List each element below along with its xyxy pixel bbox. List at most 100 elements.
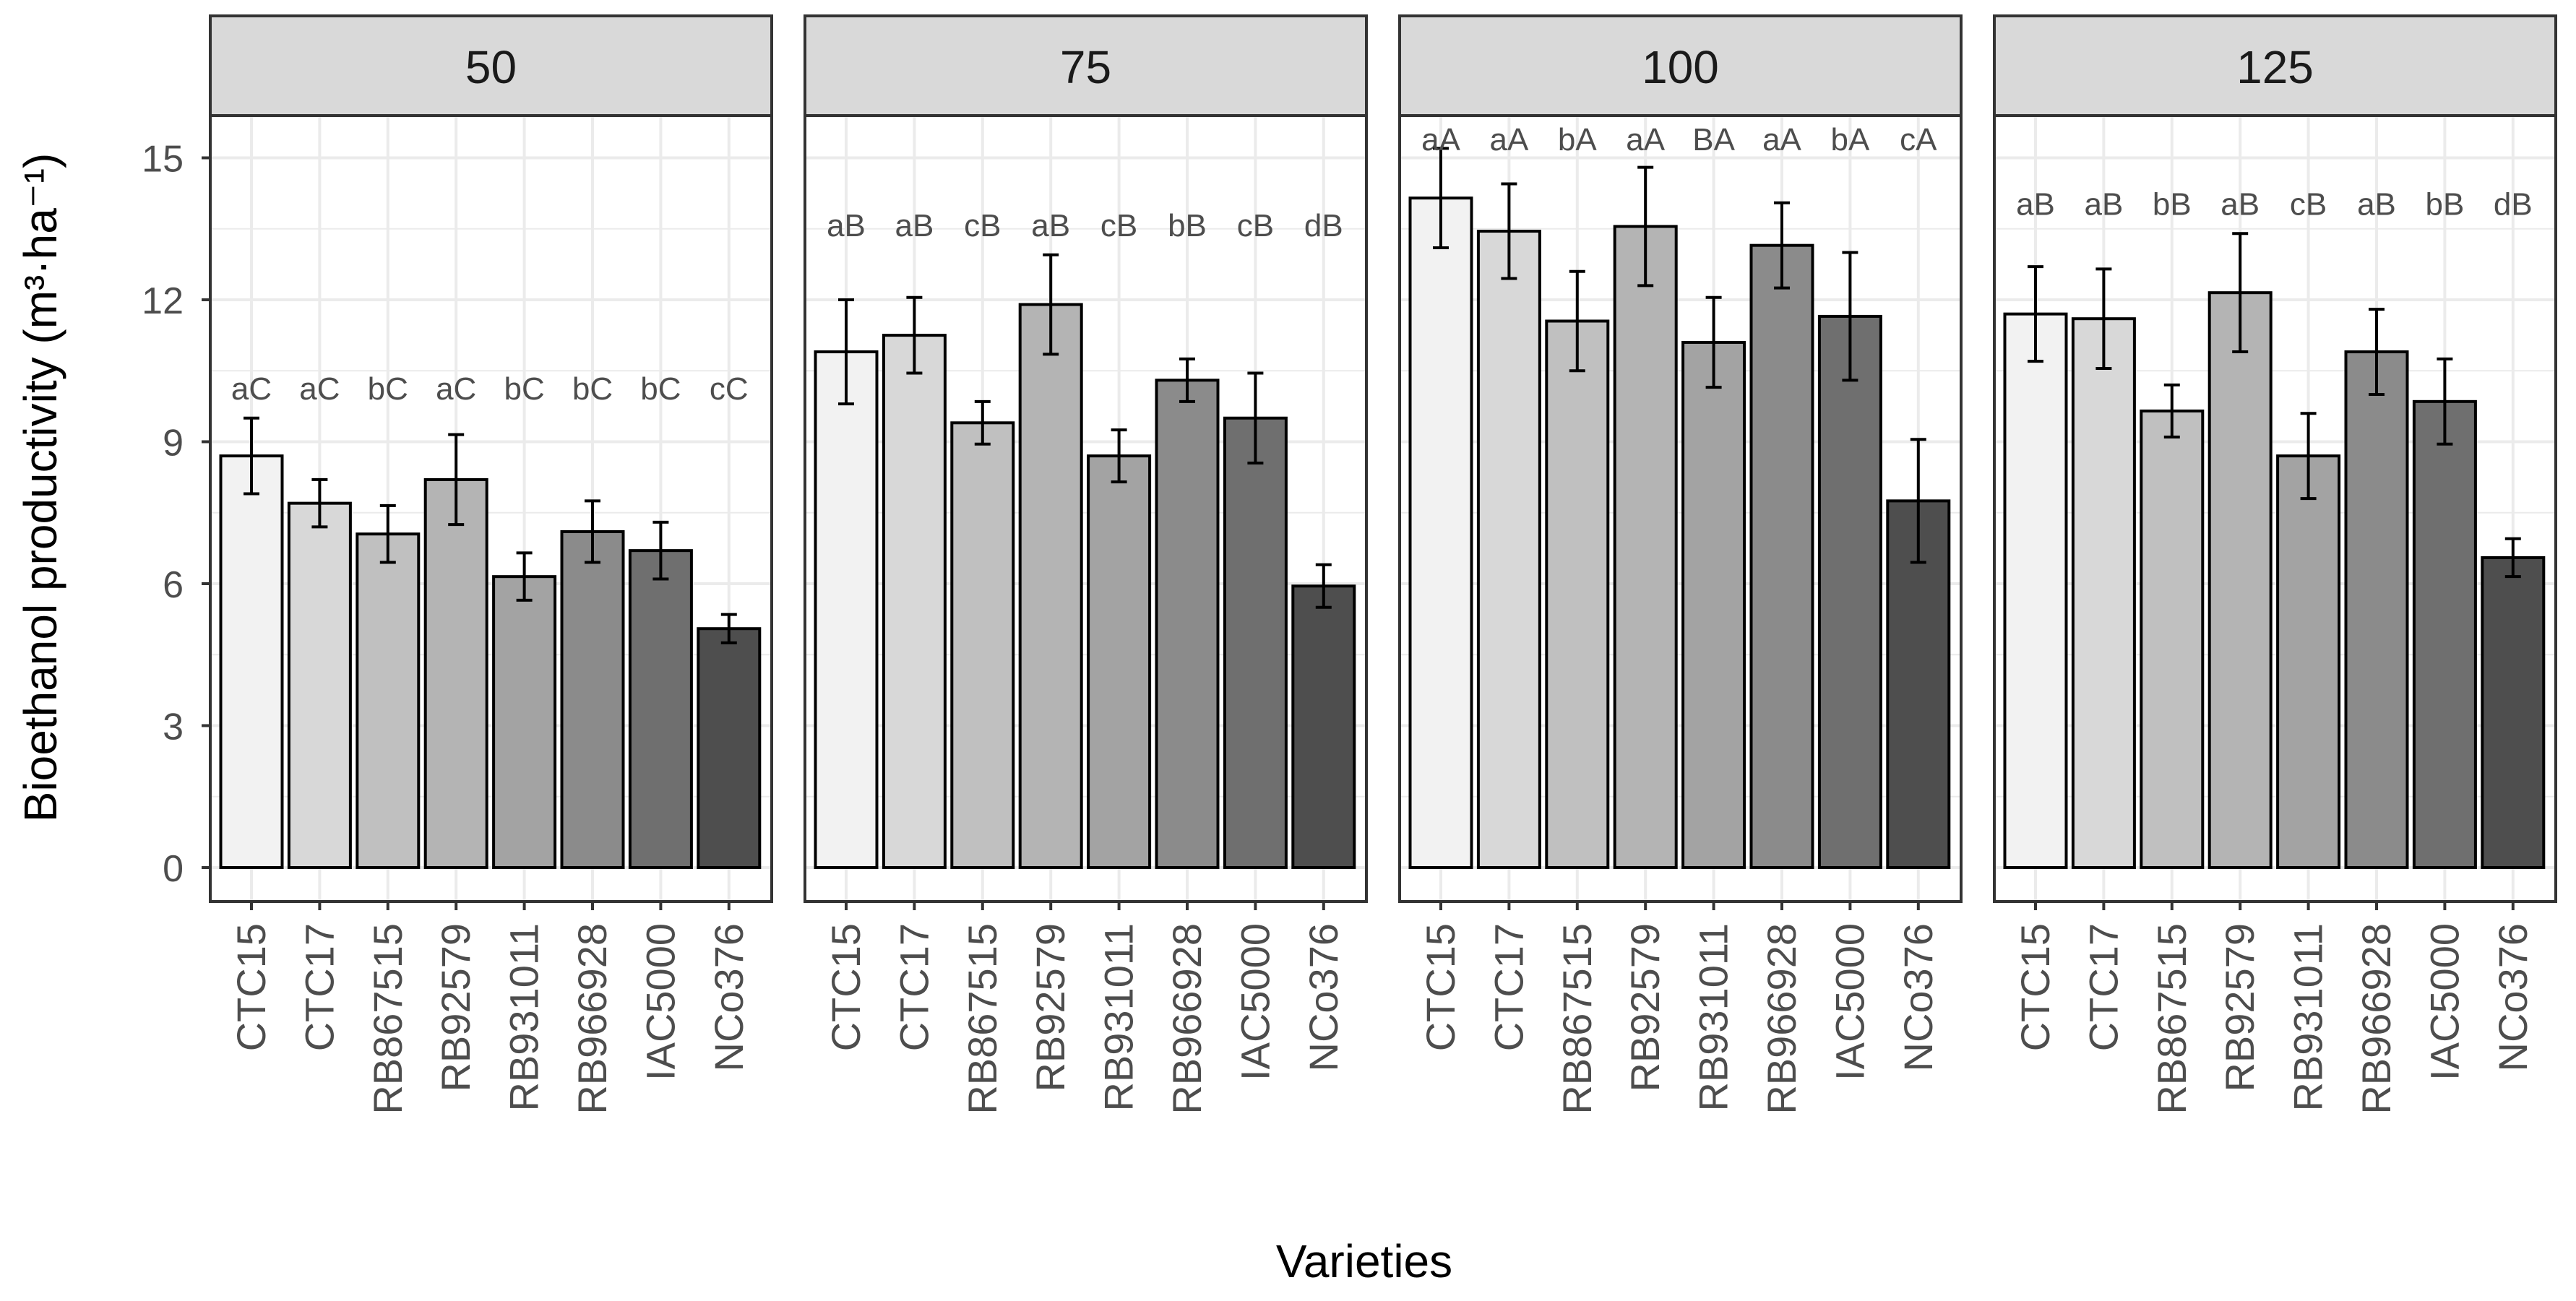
bar-nco376 (2481, 556, 2546, 869)
x-tick-label: RB966928 (1164, 923, 1210, 1115)
bar-rb867515 (2140, 409, 2205, 869)
significance-label: aA (1489, 122, 1528, 157)
significance-label: cB (964, 208, 1001, 243)
significance-label: aB (895, 208, 934, 243)
significance-label: cA (1900, 122, 1937, 157)
x-tick-label: NCo376 (1895, 923, 1941, 1071)
bar-ctc15 (219, 454, 284, 869)
significance-label: bC (572, 371, 613, 407)
facet-panel: aA CTC15 aA CTC17 bA RB867515 aA RB92579 BA RB931… (1398, 14, 1963, 1115)
significance-label: cB (2290, 186, 2327, 222)
significance-label: aA (1421, 122, 1460, 157)
facet-strip (1398, 14, 1963, 117)
significance-label: bC (504, 371, 544, 407)
significance-label: aC (299, 371, 340, 407)
bar-rb931011 (1681, 340, 1746, 869)
significance-label: bC (640, 371, 681, 407)
x-tick-label: RB92579 (433, 923, 478, 1092)
x-tick-label: RB931011 (1096, 923, 1142, 1112)
bar-iac5000 (1223, 416, 1288, 869)
significance-label: cB (1237, 208, 1274, 243)
y-tick-label: 15 (142, 139, 184, 181)
bar-ctc17 (1476, 230, 1541, 869)
facet-strip (1993, 14, 2557, 117)
y-tick-label: 3 (163, 706, 184, 748)
bar-ctc17 (882, 334, 947, 869)
facet-strip-title: 100 (1642, 41, 1719, 93)
x-axis-title: Varieties (1276, 1235, 1452, 1287)
x-tick-label: CTC17 (891, 923, 936, 1051)
x-tick-label: CTC15 (228, 923, 274, 1051)
x-tick-label: RB867515 (365, 923, 410, 1115)
x-tick-label: NCo376 (706, 923, 751, 1071)
significance-label: bC (368, 371, 408, 407)
bar-rb92579 (423, 477, 488, 869)
x-tick-label: IAC5000 (2421, 923, 2467, 1081)
bar-ctc15 (2003, 312, 2068, 869)
x-tick-label: RB966928 (2353, 923, 2399, 1115)
bar-rb867515 (356, 532, 421, 869)
x-tick-label: IAC5000 (637, 923, 683, 1081)
x-tick-label: CTC15 (2012, 923, 2058, 1051)
x-tick-label: RB867515 (1554, 923, 1600, 1115)
facet-strip-title: 50 (465, 41, 517, 93)
significance-label: aA (1762, 122, 1801, 157)
bar-rb92579 (2207, 291, 2273, 869)
x-tick-label: IAC5000 (1827, 923, 1872, 1081)
bar-rb931011 (2276, 454, 2341, 869)
y-axis-title: Bioethanol productivity (m³·ha⁻¹) (14, 153, 66, 823)
significance-label: aB (2220, 186, 2260, 222)
x-tick-label: CTC15 (1418, 923, 1463, 1051)
bar-rb931011 (492, 575, 557, 869)
significance-label: cC (710, 371, 749, 407)
x-tick-label: IAC5000 (1232, 923, 1278, 1081)
significance-label: aB (2084, 186, 2123, 222)
significance-label: BA (1692, 122, 1735, 157)
x-tick-label: RB867515 (960, 923, 1005, 1115)
x-tick-label: RB931011 (501, 923, 547, 1112)
x-tick-label: RB931011 (1691, 923, 1736, 1112)
significance-label: bB (1168, 208, 1207, 243)
bar-iac5000 (628, 549, 693, 870)
bar-nco376 (697, 627, 762, 869)
x-tick-label: RB966928 (569, 923, 615, 1115)
facet-panel: aC CTC15 aC CTC17 bC RB867515 aC RB92579 bC RB931… (209, 14, 773, 1115)
significance-label: aA (1626, 122, 1665, 157)
x-tick-label: CTC17 (1486, 923, 1531, 1051)
bar-ctc17 (2071, 317, 2136, 869)
x-tick-label: NCo376 (2490, 923, 2536, 1071)
bar-rb966928 (2344, 350, 2409, 869)
bar-rb966928 (560, 530, 625, 869)
bar-nco376 (1291, 584, 1356, 870)
significance-label: dB (1304, 208, 1343, 243)
bar-rb92579 (1613, 225, 1678, 870)
significance-label: aB (827, 208, 866, 243)
y-tick-label: 12 (142, 280, 184, 322)
facet-strip (209, 14, 773, 117)
significance-label: aB (2357, 186, 2396, 222)
x-tick-label: RB931011 (2286, 923, 2331, 1112)
facet-strip (804, 14, 1368, 117)
significance-label: dB (2494, 186, 2533, 222)
bar-iac5000 (2412, 399, 2477, 869)
significance-label: aB (1031, 208, 1070, 243)
y-tick-label: 9 (163, 423, 184, 464)
y-tick-label: 0 (163, 848, 184, 890)
bar-rb92579 (1018, 303, 1083, 869)
x-tick-label: RB92579 (1622, 923, 1668, 1092)
bar-rb867515 (950, 421, 1015, 869)
x-tick-label: RB966928 (1759, 923, 1804, 1115)
significance-label: bA (1558, 122, 1597, 157)
facet-strip-title: 125 (2236, 41, 2314, 93)
bar-ctc15 (1408, 196, 1473, 869)
bar-iac5000 (1817, 314, 1882, 869)
significance-label: bB (2425, 186, 2464, 222)
significance-label: cB (1100, 208, 1137, 243)
x-tick-label: RB92579 (2217, 923, 2262, 1092)
significance-label: aC (231, 371, 272, 407)
facet-panel: aB CTC15 aB CTC17 cB RB867515 aB RB92579 cB RB931… (804, 14, 1368, 1115)
x-tick-label: RB867515 (2149, 923, 2194, 1115)
bar-ctc17 (287, 501, 352, 870)
bar-ctc15 (814, 350, 879, 869)
